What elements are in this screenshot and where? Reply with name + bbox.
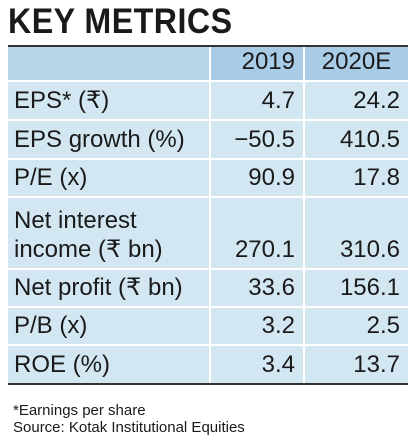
row-label-line-1: Net interest (14, 207, 137, 234)
table-row: EPS* (₹) 4.7 24.2 (8, 82, 408, 121)
value-2020e: 24.2 (303, 82, 408, 119)
table-row: P/B (x) 3.2 2.5 (8, 308, 408, 346)
column-header-2020e: 2020E (303, 47, 408, 80)
table-row: P/E (x) 90.9 17.8 (8, 160, 408, 198)
value-2019: 4.7 (209, 82, 303, 119)
key-metrics-table: 2019 2020E EPS* (₹) 4.7 24.2 EPS growth … (8, 45, 408, 385)
row-label: ROE (%) (8, 346, 209, 383)
row-label: P/B (x) (8, 308, 209, 344)
footnote-block: *Earnings per share Source: Kotak Instit… (13, 402, 245, 436)
value-2019: 3.2 (209, 308, 303, 344)
page-title: KEY METRICS (8, 2, 233, 41)
row-label: P/E (x) (8, 160, 209, 196)
value-2020e: 310.6 (303, 198, 408, 268)
footnote: *Earnings per share (13, 402, 146, 419)
value-2020e: 2.5 (303, 308, 408, 344)
row-label: Net interest income (₹ bn) (8, 198, 209, 268)
value-2020e: 17.8 (303, 160, 408, 196)
value-2020e: 156.1 (303, 270, 408, 306)
value-2020e: 13.7 (303, 346, 408, 383)
table-header-row: 2019 2020E (8, 47, 408, 82)
table-row: Net interest income (₹ bn) 270.1 310.6 (8, 198, 408, 270)
row-label: EPS* (₹) (8, 82, 209, 119)
header-label-cell (8, 47, 209, 80)
row-label: EPS growth (%) (8, 121, 209, 158)
row-label-line-2: income (₹ bn) (14, 236, 163, 263)
value-2019: −50.5 (209, 121, 303, 158)
value-2019: 90.9 (209, 160, 303, 196)
value-2019: 3.4 (209, 346, 303, 383)
value-2019: 270.1 (209, 198, 303, 268)
table-row: EPS growth (%) −50.5 410.5 (8, 121, 408, 160)
row-label: Net profit (₹ bn) (8, 270, 209, 306)
table-row: Net profit (₹ bn) 33.6 156.1 (8, 270, 408, 308)
table-row: ROE (%) 3.4 13.7 (8, 346, 408, 385)
value-2020e: 410.5 (303, 121, 408, 158)
source-note: Source: Kotak Institutional Equities (13, 419, 245, 436)
value-2019: 33.6 (209, 270, 303, 306)
column-header-2019: 2019 (209, 47, 303, 80)
